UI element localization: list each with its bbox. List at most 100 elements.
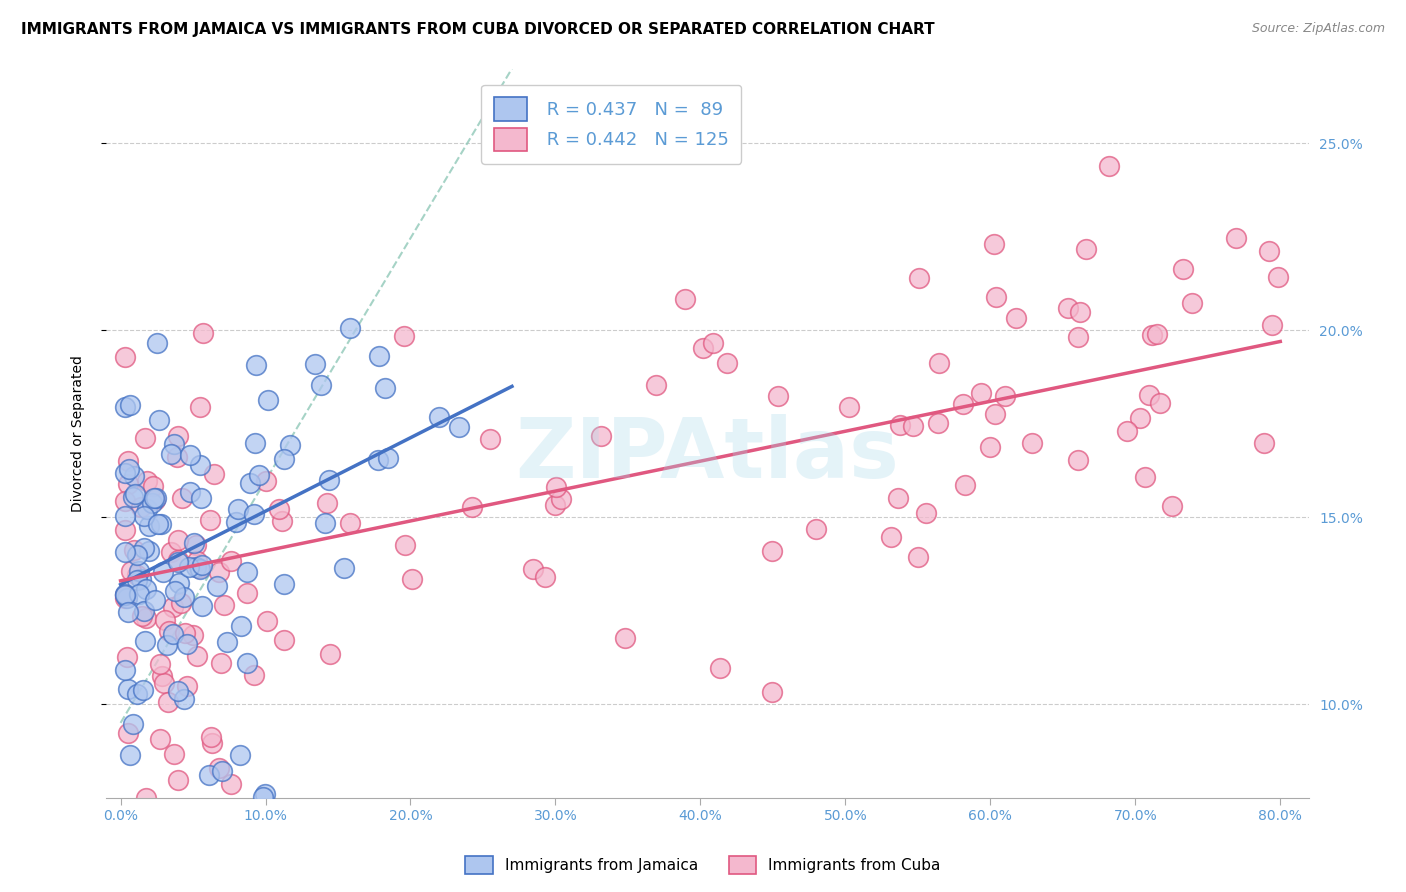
Point	[1137, 388, 1160, 402]
Point	[190, 491, 212, 505]
Point	[176, 636, 198, 650]
Point	[143, 493, 166, 508]
Point	[267, 502, 290, 516]
Point	[173, 590, 195, 604]
Point	[184, 537, 207, 551]
Point	[131, 609, 153, 624]
Point	[187, 561, 209, 575]
Point	[229, 748, 252, 763]
Legend:  R = 0.437   N =  89,  R = 0.442   N = 125: R = 0.437 N = 89, R = 0.442 N = 125	[481, 85, 741, 164]
Point	[907, 549, 929, 564]
Point	[273, 632, 295, 647]
Point	[804, 522, 827, 536]
Point	[368, 349, 391, 363]
Point	[201, 735, 224, 749]
Point	[150, 669, 173, 683]
Point	[339, 516, 361, 530]
Point	[179, 448, 201, 462]
Point	[114, 350, 136, 364]
Point	[952, 397, 974, 411]
Point	[200, 730, 222, 744]
Point	[122, 716, 145, 731]
Point	[117, 454, 139, 468]
Point	[143, 593, 166, 607]
Point	[117, 605, 139, 619]
Point	[145, 491, 167, 505]
Point	[257, 392, 280, 407]
Point	[928, 356, 950, 370]
Point	[191, 558, 214, 572]
Point	[1069, 305, 1091, 319]
Point	[136, 474, 159, 488]
Point	[927, 416, 949, 430]
Point	[152, 565, 174, 579]
Point	[148, 413, 170, 427]
Point	[673, 293, 696, 307]
Point	[162, 600, 184, 615]
Point	[984, 407, 1007, 421]
Point	[522, 562, 544, 576]
Point	[118, 398, 141, 412]
Point	[173, 692, 195, 706]
Point	[1261, 318, 1284, 332]
Point	[1021, 435, 1043, 450]
Point	[374, 381, 396, 395]
Point	[702, 335, 724, 350]
Point	[984, 290, 1007, 304]
Point	[153, 613, 176, 627]
Point	[114, 545, 136, 559]
Point	[117, 591, 139, 606]
Point	[914, 506, 936, 520]
Point	[149, 657, 172, 671]
Point	[163, 584, 186, 599]
Point	[879, 529, 901, 543]
Point	[191, 599, 214, 614]
Point	[150, 516, 173, 531]
Point	[114, 588, 136, 602]
Point	[1133, 470, 1156, 484]
Point	[1160, 499, 1182, 513]
Point	[550, 492, 572, 507]
Point	[761, 543, 783, 558]
Point	[983, 237, 1005, 252]
Point	[889, 417, 911, 432]
Point	[544, 498, 567, 512]
Point	[120, 564, 142, 578]
Point	[219, 777, 242, 791]
Point	[979, 440, 1001, 454]
Point	[167, 555, 190, 569]
Point	[132, 683, 155, 698]
Point	[198, 513, 221, 527]
Point	[544, 480, 567, 494]
Legend: Immigrants from Jamaica, Immigrants from Cuba: Immigrants from Jamaica, Immigrants from…	[460, 850, 946, 880]
Point	[191, 326, 214, 340]
Text: Source: ZipAtlas.com: Source: ZipAtlas.com	[1251, 22, 1385, 36]
Point	[1253, 435, 1275, 450]
Point	[1056, 301, 1078, 315]
Point	[254, 474, 277, 488]
Point	[188, 400, 211, 414]
Point	[143, 491, 166, 506]
Point	[1098, 159, 1121, 173]
Point	[243, 667, 266, 681]
Point	[236, 586, 259, 600]
Point	[160, 544, 183, 558]
Point	[377, 450, 399, 465]
Point	[245, 358, 267, 372]
Point	[179, 485, 201, 500]
Point	[970, 385, 993, 400]
Point	[134, 431, 156, 445]
Point	[146, 335, 169, 350]
Point	[163, 747, 186, 761]
Point	[188, 458, 211, 472]
Point	[127, 548, 149, 562]
Point	[122, 490, 145, 504]
Point	[136, 502, 159, 516]
Point	[174, 625, 197, 640]
Point	[1225, 230, 1247, 244]
Point	[114, 523, 136, 537]
Point	[162, 626, 184, 640]
Point	[146, 516, 169, 531]
Point	[160, 447, 183, 461]
Point	[204, 467, 226, 481]
